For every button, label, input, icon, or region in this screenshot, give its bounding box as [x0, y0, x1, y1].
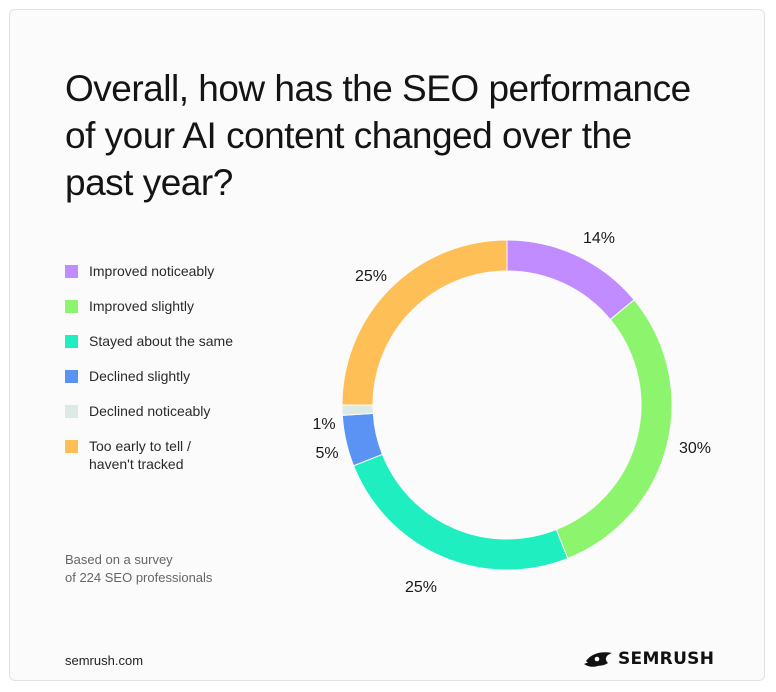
slice-value-label: 25% — [405, 579, 437, 596]
donut-chart: 14% 30% 25% 5% 1% 25% — [312, 230, 711, 596]
chart-title: Overall, how has the SEO performance of … — [65, 68, 691, 203]
slice-value-label: 30% — [679, 440, 711, 457]
brand-name: SEMRUSH — [618, 649, 715, 669]
slice-value-label: 1% — [312, 416, 335, 433]
legend-item: Improved noticeably — [65, 262, 295, 280]
legend-swatch — [65, 300, 78, 313]
survey-note: Based on a survey of 224 SEO professiona… — [65, 551, 285, 587]
legend-label: Stayed about the same — [89, 333, 233, 349]
legend-swatch — [65, 335, 78, 348]
legend-label: Too early to tell / haven't tracked — [89, 438, 191, 472]
slice-value-label: 5% — [315, 445, 338, 462]
legend-label: Improved noticeably — [89, 263, 215, 279]
donut-slice — [341, 239, 508, 406]
legend-label: Declined slightly — [89, 368, 191, 384]
legend-item: Improved slightly — [65, 297, 295, 315]
donut-slice — [555, 299, 673, 560]
slice-value-label: 25% — [355, 268, 387, 285]
semrush-flame-icon — [584, 652, 612, 667]
legend: Improved noticeably Improved slightly St… — [65, 262, 295, 490]
source-url: semrush.com — [65, 653, 144, 668]
legend-swatch — [65, 405, 78, 418]
chart-card: Overall, how has the SEO performance of … — [9, 9, 765, 681]
legend-label: Improved slightly — [89, 298, 195, 314]
donut-slice — [341, 404, 374, 416]
legend-label: Declined noticeably — [89, 403, 211, 419]
legend-swatch — [65, 440, 78, 453]
survey-note-line: of 224 SEO professionals — [65, 570, 213, 585]
donut-slice — [506, 239, 635, 321]
donut-slice — [352, 453, 569, 571]
brand-logo: SEMRUSH — [584, 647, 714, 671]
slice-value-label: 14% — [583, 230, 615, 247]
legend-item: Stayed about the same — [65, 332, 295, 350]
survey-note-line: Based on a survey — [65, 552, 173, 567]
legend-item: Too early to tell / haven't tracked — [65, 437, 295, 473]
legend-item: Declined slightly — [65, 367, 295, 385]
legend-item: Declined noticeably — [65, 402, 295, 420]
legend-swatch — [65, 265, 78, 278]
legend-swatch — [65, 370, 78, 383]
